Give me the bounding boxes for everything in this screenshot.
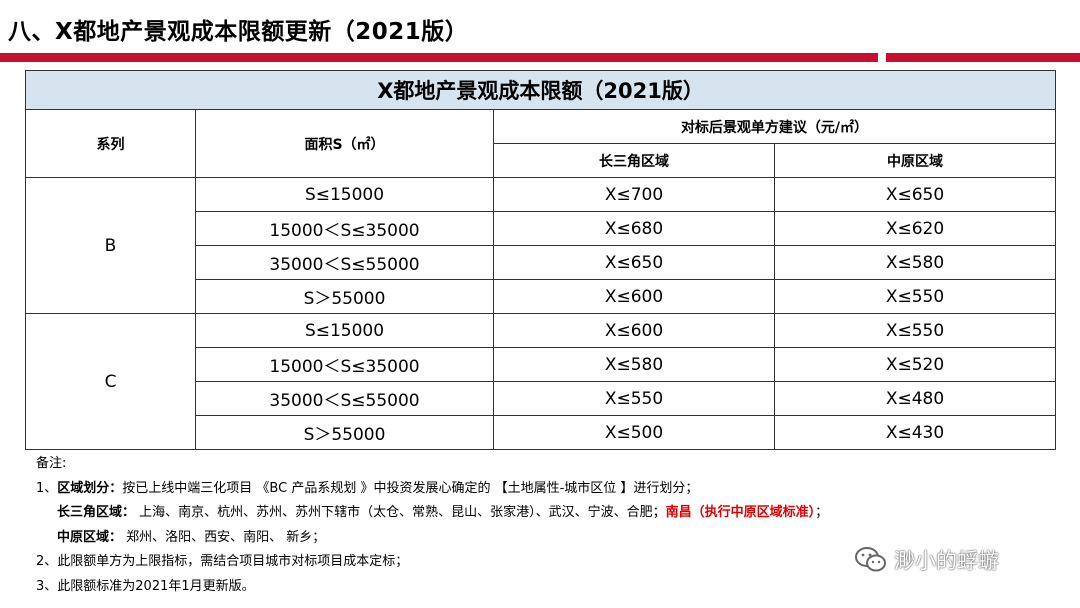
watermark-text: 渺小的蜉蝣	[894, 549, 999, 573]
series-cell-c: C	[25, 313, 196, 450]
central-cost-cell: X≤550	[773, 279, 1057, 314]
central-cost-cell: X≤650	[773, 177, 1057, 212]
wechat-icon	[855, 547, 886, 572]
watermark: 渺小的蜉蝣	[854, 544, 999, 576]
note-number: 1、	[36, 480, 58, 496]
area-cell: S＞55000	[195, 279, 494, 314]
area-cell: S≤15000	[195, 313, 494, 348]
yrd-cost-cell: X≤700	[493, 177, 775, 212]
area-cell: S≤15000	[195, 177, 494, 212]
yrd-cost-cell: X≤600	[493, 313, 775, 348]
area-cell: 15000＜S≤35000	[195, 211, 494, 246]
yrd-cost-cell: X≤500	[493, 415, 775, 450]
note-highlight: 南昌（执行中原区域标准）	[665, 505, 816, 520]
note-upper-limit: 2、此限额单方为上限指标，需结合项目城市对标项目成本定标；	[36, 554, 409, 569]
title-underline-bar	[0, 53, 878, 62]
central-cost-cell: X≤480	[773, 381, 1057, 416]
note-text-end: ；	[815, 505, 829, 520]
area-cell: 35000＜S≤55000	[195, 245, 494, 280]
yrd-cost-cell: X≤650	[493, 245, 775, 280]
central-cost-cell: X≤580	[773, 245, 1057, 280]
notes-heading: 备注:	[36, 456, 67, 471]
header-central-plains: 中原区域	[773, 143, 1057, 178]
area-cell: 35000＜S≤55000	[195, 381, 494, 416]
central-cost-cell: X≤520	[773, 347, 1057, 382]
yrd-cost-cell: X≤550	[493, 381, 775, 416]
central-cost-cell: X≤550	[773, 313, 1057, 348]
header-unit-cost: 对标后景观单方建议（元/㎡）	[492, 109, 1057, 144]
area-cell: 15000＜S≤35000	[195, 347, 494, 382]
series-cell-b: B	[25, 177, 196, 314]
note-label: 中原区域：	[57, 529, 123, 545]
header-yangtze-delta: 长三角区域	[493, 143, 775, 178]
header-area: 面积S（㎡）	[195, 109, 494, 178]
header-series: 系列	[25, 109, 196, 178]
note-yangtze-delta-cities: 长三角区域： 上海、南京、杭州、苏州、苏州下辖市（太仓、常熟、昆山、张家港）、武…	[36, 501, 828, 526]
cost-limit-table: X都地产景观成本限额（2021版） 系列 面积S（㎡） 对标后景观单方建议（元/…	[24, 70, 1057, 450]
slide-title: 八、X都地产景观成本限额更新（2021版）	[8, 19, 469, 45]
note-label: 区域划分：	[57, 480, 123, 496]
note-text: 按已上线中端三化项目 《BC 产品系规划 》中投资发展心确定的 【土地属性-城市…	[122, 480, 699, 496]
yrd-cost-cell: X≤580	[493, 347, 775, 382]
note-text: 上海、南京、杭州、苏州、苏州下辖市（太仓、常熟、昆山、张家港）、武汉、宁波、合肥…	[135, 505, 666, 520]
central-cost-cell: X≤620	[773, 211, 1057, 246]
note-text: 郑州、洛阳、西安、南阳、 新乡；	[122, 529, 326, 545]
area-cell: S＞55000	[195, 415, 494, 450]
yrd-cost-cell: X≤680	[493, 211, 775, 246]
yrd-cost-cell: X≤600	[493, 279, 775, 314]
note-central-plains-cities: 中原区域： 郑州、洛阳、西安、南阳、 新乡；	[36, 526, 828, 551]
notes-block: 备注: 1、区域划分：按已上线中端三化项目 《BC 产品系规划 》中投资发展心确…	[36, 452, 828, 599]
note-label: 长三角区域：	[57, 505, 136, 520]
note-region-division: 1、区域划分：按已上线中端三化项目 《BC 产品系规划 》中投资发展心确定的 【…	[36, 477, 828, 502]
central-cost-cell: X≤430	[773, 415, 1057, 450]
title-underline-bar-right	[886, 53, 1080, 62]
note-version: 3、此限额标准为2021年1月更新版。	[36, 578, 255, 594]
table-title: X都地产景观成本限额（2021版）	[24, 70, 1057, 110]
